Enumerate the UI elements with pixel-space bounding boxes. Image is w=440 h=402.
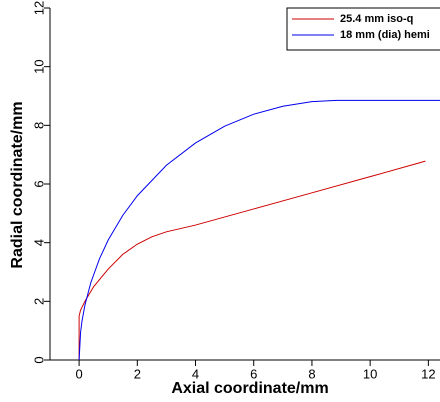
y-tick-label: 6 (31, 180, 46, 187)
x-tick-label: 2 (134, 366, 141, 381)
y-tick-label: 4 (31, 239, 46, 246)
y-tick-label: 8 (31, 122, 46, 129)
line (78, 99, 440, 361)
y-axis-title: Radial coordinate/mm (9, 101, 26, 268)
legend-text: 18 mm (dia) hemi (340, 29, 430, 41)
line (78, 160, 426, 360)
y-tick-label: 0 (31, 356, 46, 363)
legend-box (286, 7, 440, 51)
x-tick-label: 8 (308, 366, 315, 381)
y-tick-label: 2 (31, 298, 46, 305)
x-axis-title: Axial coordinate/mm (171, 380, 328, 397)
x-tick-label: 10 (363, 366, 377, 381)
x-tick-label: 6 (250, 366, 257, 381)
x-tick-label: 4 (192, 366, 199, 381)
legend-text: 25.4 mm iso-q (340, 13, 413, 25)
x-tick-label: 12 (421, 366, 435, 381)
x-tick-label: 0 (75, 366, 82, 381)
y-tick-label: 12 (31, 1, 46, 15)
y-tick-label: 10 (31, 59, 46, 73)
